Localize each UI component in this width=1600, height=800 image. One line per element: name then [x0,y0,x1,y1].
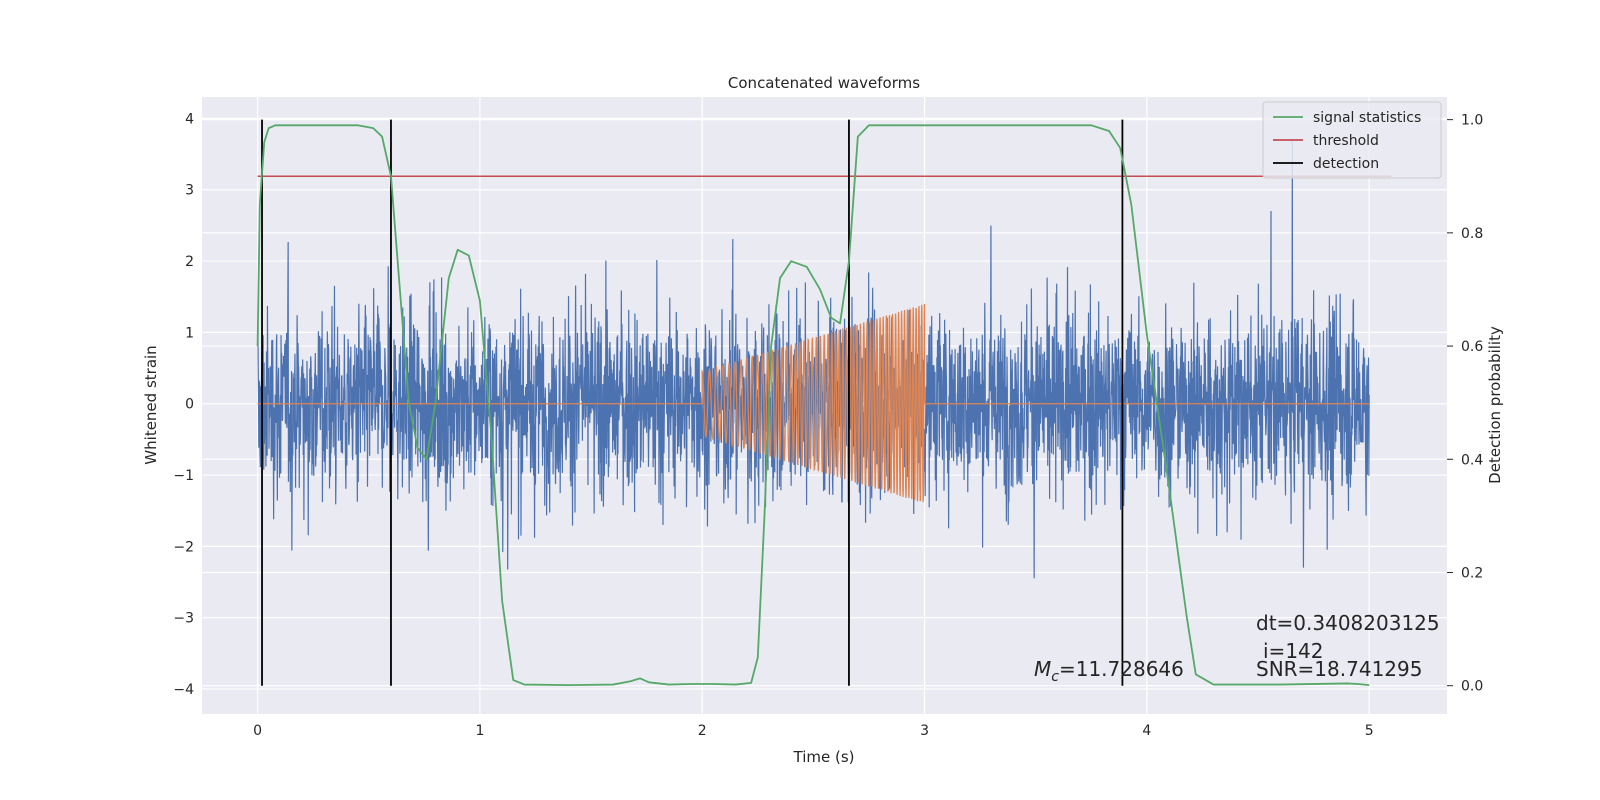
y-tick-label-right: 0.0 [1461,679,1483,695]
legend-box [1262,101,1442,179]
y-tick-label-right: 0.8 [1461,226,1483,242]
annotation-mc-subscript: c [1051,669,1059,685]
y-tick-label-right: 0.6 [1461,339,1483,355]
injected-signal-line [257,303,1370,503]
annotation-mc-value: =11.728646 [1059,657,1184,681]
y-tick-label-left: 3 [185,183,194,199]
x-tick-label: 1 [475,723,484,739]
legend-label-threshold: threshold [1313,133,1379,149]
annotation-i: i=142 [1263,639,1324,663]
x-tick-label: 3 [920,723,929,739]
y-tick-label-left: 2 [185,254,194,270]
x-tick-label: 5 [1365,723,1374,739]
y-tick-label-left: 1 [185,325,194,341]
x-tick-label: 2 [698,723,707,739]
y-axis-label-left: Whitened strain [142,345,160,464]
y-tick-label-left: −3 [173,611,194,627]
x-tick-label: 4 [1142,723,1151,739]
y-tick-label-left: −4 [173,682,194,698]
y-tick-label-right: 0.4 [1461,452,1483,468]
annotation-mc-symbol: M [1034,657,1051,681]
y-tick-label-left: 0 [185,397,194,413]
plot-content [256,119,1392,687]
x-axis-label: Time (s) [793,748,855,766]
y-tick-label-left: −1 [173,468,194,484]
x-tick-label: 0 [253,723,262,739]
annotation-dt: dt=0.3408203125 [1256,611,1440,635]
legend-label-signal-statistics: signal statistics [1313,110,1421,126]
chart-title: Concatenated waveforms [728,74,920,92]
y-tick-label-left: 4 [185,111,194,127]
y-tick-label-right: 0.2 [1461,565,1483,581]
tick-labels: 0 1 2 3 4 5 −4 −3 −2 −1 0 1 2 3 4 0.0 0.2 0.4 0.6 0.8 1.0 [173,111,1483,739]
signal-statistics-line [256,124,1370,687]
legend: signal statistics threshold detection [1262,101,1442,179]
annotation-mc: Mc=11.728646 [1034,657,1184,685]
annotation-snr: SNR=18.741295 [1256,657,1422,681]
y-tick-label-right: 1.0 [1461,113,1483,129]
y-tick-label-left: −2 [173,539,194,555]
legend-label-detection: detection [1313,156,1379,172]
y-axis-label-right: Detection probability [1486,326,1504,484]
